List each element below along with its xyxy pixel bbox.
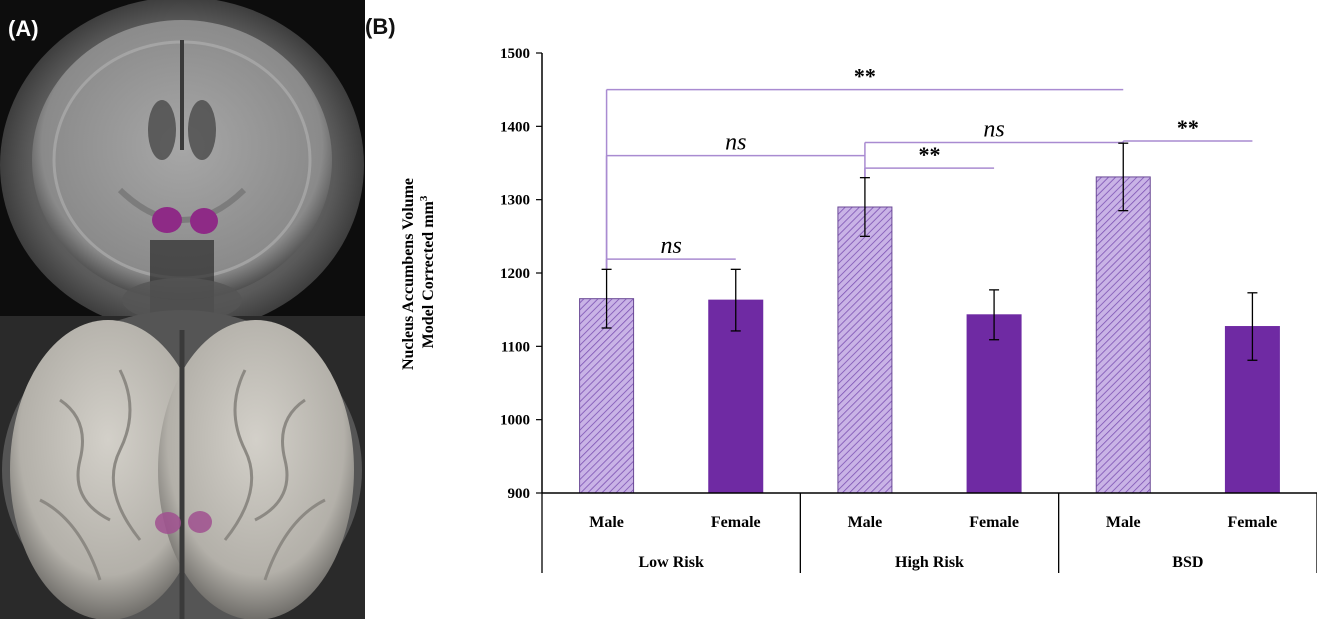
x-tick-label: Female <box>969 514 1019 531</box>
panel-b-label: (B) <box>365 14 396 39</box>
significance-label: ns <box>983 116 1004 142</box>
y-tick-label: 1400 <box>500 119 530 135</box>
bar-female-3 <box>966 314 1022 494</box>
y-axis-label-line1: Nucleus Accumbens Volume <box>400 178 417 370</box>
x-axis: Male Female Male Female Male Female Low Risk Hi… <box>541 492 1317 573</box>
bar-male-0 <box>579 298 635 494</box>
bar-male-4 <box>1095 176 1151 494</box>
x-tick-label: Female <box>1228 514 1278 531</box>
y-axis-label-line2: Model Corrected mm3 <box>418 195 437 348</box>
x-tick-label: Female <box>711 514 761 531</box>
significance-brackets: ns ns ** ns ** ** <box>605 64 1253 270</box>
y-tick-label: 1500 <box>500 46 530 62</box>
coronal-slice-image <box>0 0 365 333</box>
group-label: Low Risk <box>638 554 703 571</box>
brain-surface-image <box>0 310 365 619</box>
significance-label: ** <box>1177 115 1199 140</box>
y-tick-label: 1200 <box>500 266 530 282</box>
nucleus-accumbens-right-region <box>190 208 218 234</box>
panel-a-label: (A) <box>8 16 39 41</box>
x-tick-label: Male <box>848 514 883 531</box>
significance-label: ** <box>854 64 876 89</box>
brain-images-panel <box>0 0 365 619</box>
y-axis-label-superscript: 3 <box>418 195 430 201</box>
y-tick-label: 1300 <box>500 193 530 209</box>
significance-label: ** <box>919 142 941 167</box>
bars <box>579 142 1280 494</box>
x-tick-label: Male <box>589 514 624 531</box>
y-tick-label: 1100 <box>501 339 530 355</box>
y-axis-label: Nucleus Accumbens Volume Model Corrected… <box>400 174 437 370</box>
significance-label: ns <box>660 233 681 259</box>
y-axis-ticks: 900 1000 1100 1200 1300 1400 1500 <box>500 46 543 502</box>
bar-female-1 <box>708 299 764 494</box>
nucleus-accumbens-left-region <box>152 207 182 233</box>
y-tick-label: 1000 <box>500 413 530 429</box>
x-tick-label: Male <box>1106 514 1141 531</box>
group-label: High Risk <box>895 554 964 571</box>
y-tick-label: 900 <box>508 486 531 502</box>
group-label: BSD <box>1172 554 1203 571</box>
bar-male-2 <box>837 206 893 494</box>
bar-chart: 900 1000 1100 1200 1300 1400 1500 Nucleus Accu… <box>400 46 1317 573</box>
significance-label: ns <box>725 130 746 156</box>
